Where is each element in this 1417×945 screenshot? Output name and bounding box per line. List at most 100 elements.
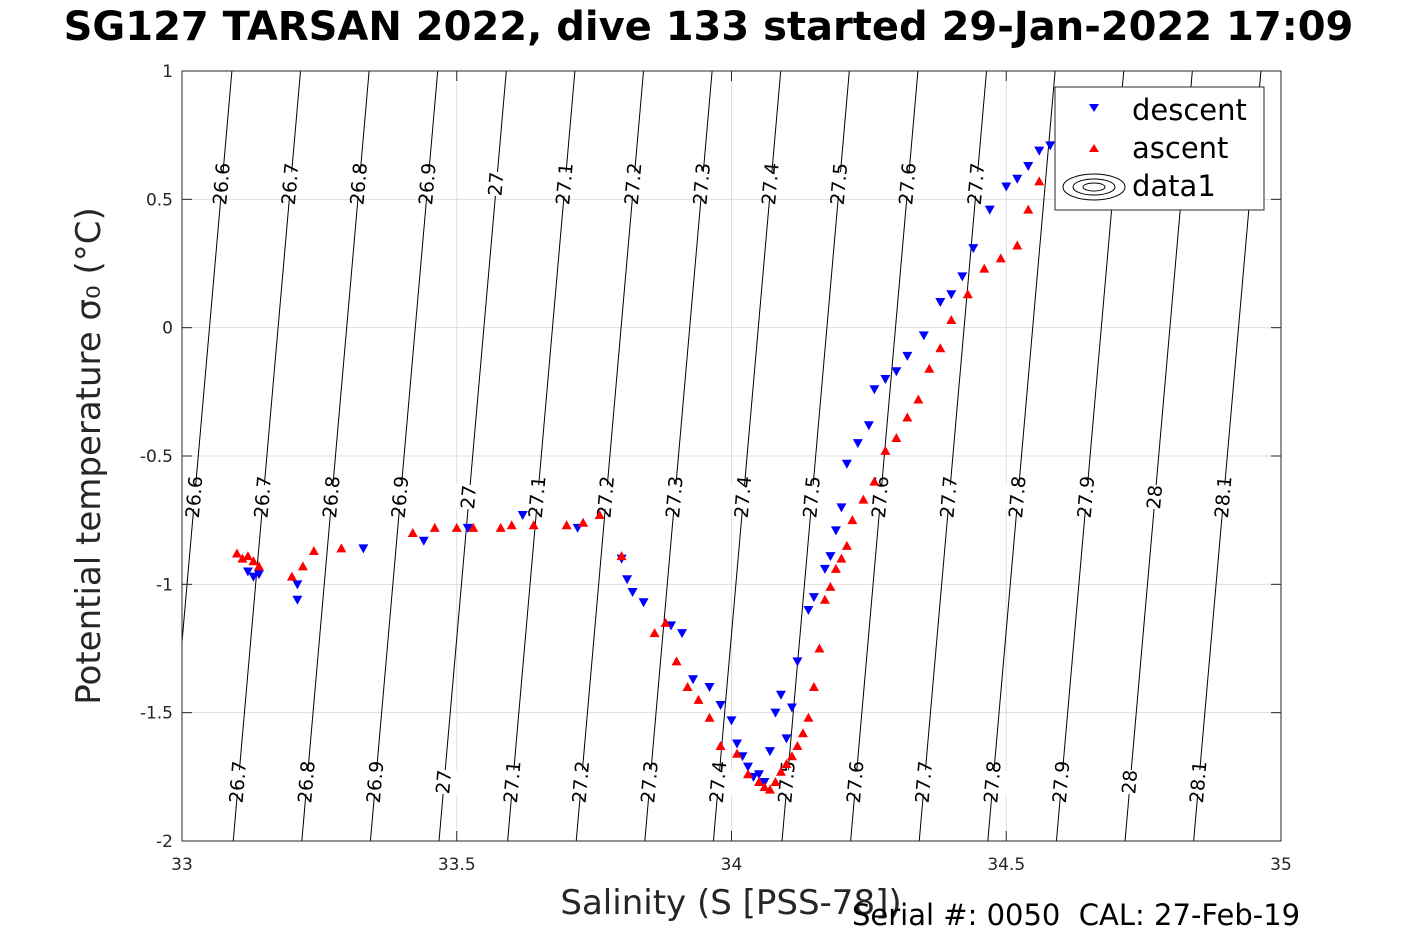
- ascent-point: [836, 553, 847, 563]
- contour-label-mask: [556, 767, 607, 797]
- contour-label-mask: [197, 169, 247, 198]
- contour-label: 27.8: [980, 760, 1006, 804]
- contour-label-mask: [1036, 767, 1087, 797]
- ascent-point: [253, 561, 264, 571]
- ascent-point: [1023, 204, 1034, 214]
- chart-title: SG127 TARSAN 2022, dive 133 started 29-J…: [63, 4, 1354, 50]
- descent-point: [248, 572, 259, 582]
- descent-point: [627, 588, 638, 598]
- sigma-contour-line: [369, 71, 439, 841]
- contour-label-mask: [487, 767, 538, 797]
- sigma-contour-line: [575, 71, 645, 841]
- contour-label: 26.8: [319, 475, 345, 519]
- sigma-contour-line: [507, 71, 576, 841]
- contour-label: 27.5: [827, 162, 853, 206]
- ascent-point: [248, 556, 259, 566]
- ascent-point: [671, 656, 682, 666]
- descent-point: [292, 580, 303, 590]
- ascent-point: [995, 253, 1006, 263]
- y-tick-label: -2: [156, 832, 173, 852]
- contour-label: 27.8: [1005, 475, 1031, 519]
- ascent-point: [775, 766, 786, 776]
- contour-label-mask: [238, 483, 289, 512]
- y-tick-label: 0: [162, 319, 173, 339]
- contour-label-mask: [814, 169, 865, 198]
- contour-label: 28.1: [1186, 760, 1212, 804]
- ascent-point: [814, 643, 825, 653]
- contour-label-mask: [282, 767, 332, 797]
- ascent-point: [781, 759, 792, 768]
- contour-label-mask: [677, 169, 728, 198]
- descent-point: [852, 439, 863, 449]
- descent-point: [880, 375, 891, 384]
- contour-label: 26.7: [278, 162, 304, 206]
- contour-label: 28: [1143, 484, 1167, 510]
- contour-label-mask: [693, 767, 744, 797]
- descent-point: [1045, 141, 1056, 151]
- descent-point: [1023, 161, 1034, 171]
- ascent-point: [231, 548, 242, 558]
- descent-point: [863, 421, 874, 431]
- descent-point: [1001, 182, 1012, 192]
- contour-labels: 26.6 26.7 26.8 26.9 27 27.1 27.2 27.3 27.4 27.5 27…: [169, 162, 1249, 804]
- contour-label-mask: [718, 483, 769, 512]
- contour-label-mask: [855, 483, 906, 512]
- ascent-point: [451, 522, 462, 532]
- contour-label: 27.4: [758, 162, 784, 206]
- y-tick-label: -1: [156, 575, 173, 595]
- descent-point: [891, 367, 902, 377]
- descent-point: [957, 272, 968, 282]
- descent-point: [726, 716, 737, 726]
- ascent-point: [660, 617, 671, 627]
- contour-label: 27.9: [1074, 475, 1100, 519]
- ascent-point: [297, 561, 308, 571]
- contour-label: 26.9: [363, 760, 389, 804]
- contour-label-mask: [581, 483, 632, 512]
- axes: 33 33.5 34 34.5 35 -2 -1.5 -1 -0.5 0 0.5 1: [140, 62, 1292, 875]
- ascent-point: [731, 748, 742, 758]
- legend-contour-icon: [1062, 173, 1126, 201]
- contour-label-mask: [350, 767, 401, 797]
- ascent-point: [468, 522, 479, 532]
- descent-point: [715, 700, 726, 710]
- contour-label-mask: [992, 483, 1043, 512]
- contour-label: 27.2: [621, 162, 647, 206]
- sigma-contour-line: [644, 71, 713, 841]
- x-tick-label: 34.5: [987, 855, 1025, 875]
- sigma-contour-line: [232, 71, 302, 841]
- legend-box: [1054, 86, 1265, 211]
- ascent-point: [336, 543, 347, 553]
- ascent-point: [830, 563, 841, 573]
- contour-label-mask: [883, 169, 934, 198]
- contour-label: 27.1: [552, 162, 578, 206]
- contour-label-mask: [213, 767, 264, 797]
- descent-point: [935, 298, 946, 307]
- contour-label-mask: [1130, 483, 1181, 512]
- y-tick-label: -1.5: [140, 704, 173, 724]
- ascent-point: [237, 553, 248, 563]
- contour-label: 27.3: [637, 760, 663, 804]
- descent-point: [253, 570, 264, 580]
- ascent-point: [858, 494, 869, 504]
- descent-point: [808, 593, 819, 603]
- contour-label-mask: [444, 483, 495, 512]
- ascent-point: [286, 571, 297, 581]
- contour-label: 28: [1118, 769, 1142, 795]
- ascent-point: [1034, 176, 1045, 186]
- contour-label-mask: [1198, 483, 1249, 512]
- ascent-point: [797, 728, 808, 738]
- contour-label: 27.2: [569, 760, 595, 804]
- contour-label: 27.1: [500, 760, 526, 804]
- descent-point: [1034, 146, 1045, 156]
- descent-point: [918, 331, 929, 341]
- contour-label-mask: [830, 767, 881, 797]
- contour-label-mask: [649, 483, 700, 512]
- descent-point: [292, 595, 303, 605]
- ascent-point: [682, 682, 693, 691]
- sigma-contour-line: [987, 71, 1056, 841]
- legend-ascent-label: ascent: [1132, 131, 1228, 165]
- serial-calibration-note: Serial #: 0050 CAL: 27-Feb-19: [852, 898, 1301, 932]
- contour-label-mask: [540, 169, 590, 198]
- contour-label: 27.7: [936, 475, 962, 519]
